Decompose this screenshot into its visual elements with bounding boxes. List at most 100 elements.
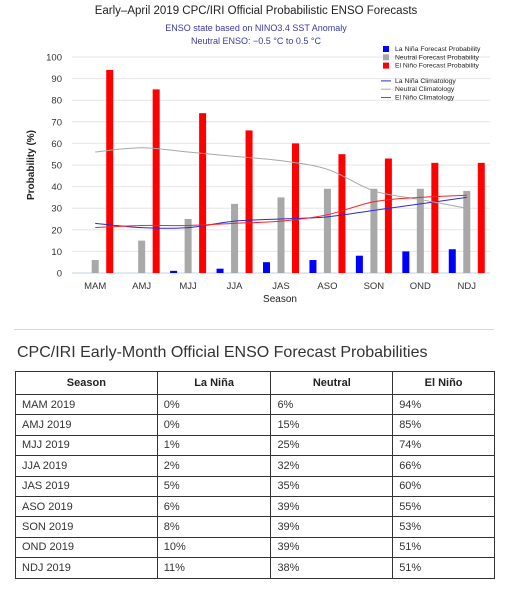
y-tick-label: 20 [51, 225, 62, 236]
x-tick-label: ASO [317, 281, 337, 292]
bar [199, 113, 207, 273]
bar [309, 260, 317, 273]
cell-la-nina: 0% [156, 393, 272, 416]
bar [292, 143, 299, 273]
bar [463, 190, 471, 273]
cell-neutral: 6% [270, 393, 394, 416]
cell-neutral: 35% [270, 475, 394, 497]
y-tick-label: 60 [51, 139, 62, 150]
cell-season: MAM 2019 [15, 393, 158, 416]
bar [338, 154, 346, 273]
cell-el-nino: 74% [392, 434, 495, 457]
enso-forecast-chart: Early–April 2019 CPC/IRI Official Probab… [26, 5, 490, 305]
legend-label: Neutral Forecast Probability [395, 54, 479, 61]
cell-el-nino: 55% [392, 495, 495, 518]
cell-la-nina: 2% [156, 455, 272, 477]
bar [263, 262, 270, 273]
legend-label: El Niño Climatology [395, 95, 455, 102]
cell-season: JAS 2019 [15, 475, 158, 497]
cell-season: JJA 2019 [15, 455, 158, 477]
y-tick-label: 50 [51, 161, 62, 172]
bar [448, 249, 456, 273]
cell-la-nina: 11% [156, 557, 272, 579]
header-neutral: Neutral [270, 371, 394, 395]
y-tick-label: 80 [51, 96, 62, 107]
probability-table: Season La Niña Neutral El Niño MAM 2019 0… [15, 371, 495, 579]
cell-el-nino: 53% [392, 516, 495, 538]
bar [231, 203, 239, 273]
cell-el-nino: 85% [392, 414, 495, 436]
legend-label: La Niña Forecast Probability [395, 46, 481, 53]
bar [416, 188, 424, 273]
y-tick-label: 10 [51, 247, 62, 258]
legend-label: El Niño Forecast Probability [395, 63, 479, 70]
legend-swatch [383, 54, 389, 61]
header-el-nino: El Niño [392, 371, 495, 395]
header-season: Season [15, 371, 158, 395]
table-row: JJA 2019 2% 32% 66% [15, 455, 495, 477]
x-tick-label: JJA [227, 281, 244, 292]
cell-neutral: 39% [270, 516, 394, 538]
x-axis-label: Season [263, 294, 297, 305]
y-tick-label: 90 [51, 74, 62, 85]
cell-la-nina: 0% [156, 414, 272, 436]
x-tick-label: OND [410, 281, 431, 292]
table-row: NDJ 2019 11% 38% 51% [15, 557, 495, 579]
bar [277, 197, 285, 273]
bar [355, 255, 363, 273]
cell-season: ASO 2019 [15, 495, 158, 518]
legend-swatch [383, 46, 389, 52]
x-tick-label: AMJ [132, 281, 151, 292]
bar [370, 188, 378, 273]
y-tick-label: 30 [51, 204, 62, 215]
bar [477, 162, 485, 273]
cell-season: NDJ 2019 [15, 557, 158, 579]
bar [138, 240, 146, 273]
legend-swatch [383, 62, 389, 69]
cell-season: SON 2019 [15, 516, 158, 538]
bar [323, 188, 331, 273]
cell-la-nina: 8% [156, 516, 272, 538]
bar [216, 268, 224, 273]
series-line [95, 147, 467, 209]
cell-el-nino: 66% [392, 455, 495, 477]
cell-neutral: 38% [270, 557, 394, 579]
y-axis-label: Probability (%) [26, 130, 37, 200]
table-row: AMJ 2019 0% 15% 85% [15, 414, 495, 436]
series-line [95, 194, 467, 229]
cell-la-nina: 6% [156, 495, 272, 518]
table-title: CPC/IRI Early-Month Official ENSO Foreca… [17, 344, 428, 361]
cell-neutral: 39% [270, 495, 394, 518]
cell-el-nino: 51% [392, 536, 495, 559]
plot-area: 0 10 20 30 40 50 60 70 80 90 100 MAM AMJ MJJ JJA JAS ASO… [46, 53, 490, 292]
cell-el-nino: 60% [392, 475, 495, 497]
x-tick-label: NDJ [458, 281, 477, 292]
y-tick-label: 100 [46, 53, 62, 64]
x-tick-label: SON [364, 281, 385, 292]
chart-subtitle-line-1: ENSO state based on NINO3.4 SST Anomaly [165, 23, 347, 33]
bar [106, 69, 114, 274]
cell-la-nina: 1% [156, 434, 272, 457]
series-line [95, 196, 467, 229]
cell-la-nina: 10% [156, 536, 272, 559]
cell-el-nino: 51% [392, 557, 495, 579]
chart-title: Early–April 2019 CPC/IRI Official Probab… [95, 5, 418, 17]
y-tick-label: 0 [57, 269, 62, 280]
cell-season: MJJ 2019 [15, 434, 158, 457]
table-row: JAS 2019 5% 35% 60% [15, 475, 495, 497]
cell-neutral: 15% [270, 414, 394, 436]
cell-season: OND 2019 [15, 536, 158, 559]
bar [184, 219, 192, 273]
table-row: MJJ 2019 1% 25% 74% [15, 434, 495, 457]
x-tick-label: JAS [272, 281, 289, 292]
cell-neutral: 39% [270, 536, 394, 559]
cell-neutral: 32% [270, 455, 394, 477]
legend-label: La Niña Climatology [395, 78, 456, 85]
bar [245, 130, 253, 273]
section-divider [14, 329, 494, 330]
cell-la-nina: 5% [156, 475, 272, 497]
y-tick-label: 40 [51, 182, 62, 193]
bar [402, 251, 410, 273]
table-header-row: Season La Niña Neutral El Niño [15, 371, 495, 395]
